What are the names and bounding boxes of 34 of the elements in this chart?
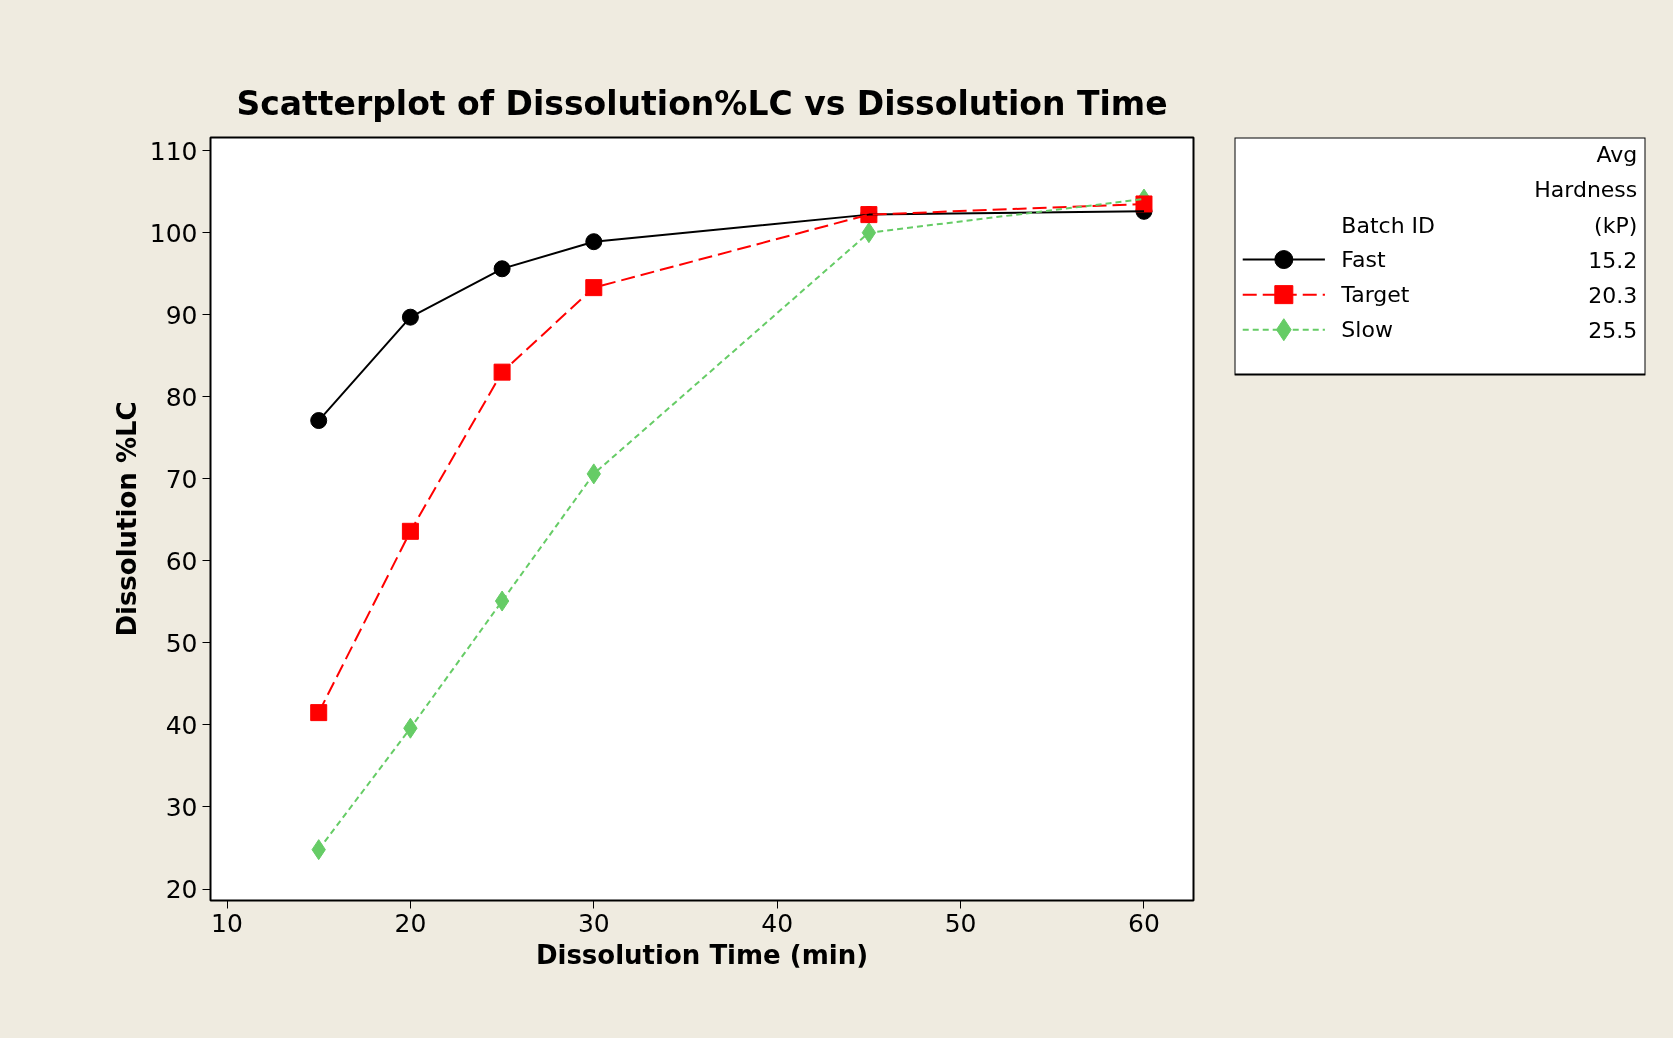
x-tick-label: 40 xyxy=(761,908,794,938)
legend-label: Target xyxy=(1340,282,1410,308)
y-tick-label: 80 xyxy=(165,382,198,412)
y-tick-label: 40 xyxy=(165,710,198,740)
x-tick-label: 60 xyxy=(1128,908,1160,938)
legend-title: Batch ID xyxy=(1341,212,1436,238)
y-tick-label: 60 xyxy=(165,546,198,576)
x-axis-title: Dissolution Time (min) xyxy=(535,939,869,970)
text: 15.2 xyxy=(1588,247,1638,273)
x-tick-label: 20 xyxy=(394,908,427,938)
point xyxy=(585,279,603,297)
y-tick-label: 100 xyxy=(149,218,198,248)
point xyxy=(310,412,328,430)
y-axis-title: Dissolution %LC xyxy=(111,401,142,637)
y-tick-label: 110 xyxy=(149,136,198,166)
y-tick-label: 20 xyxy=(165,875,198,905)
y-tick-label: 90 xyxy=(165,300,198,330)
y-tick-label: 30 xyxy=(165,792,198,822)
text: 20.3 xyxy=(1588,282,1638,308)
chart-title: Scatterplot of Dissolution%LC vs Dissolution Time xyxy=(236,83,1168,123)
x-tick-label: 30 xyxy=(577,908,610,938)
x-tick-label: 10 xyxy=(211,908,243,938)
point xyxy=(401,522,419,540)
legend-label: Fast xyxy=(1341,247,1386,273)
text: 25.5 xyxy=(1588,317,1638,343)
text: Avg Hardness (kP) xyxy=(1534,141,1638,238)
point xyxy=(861,222,877,244)
y-tick-label: 50 xyxy=(165,628,198,658)
point xyxy=(494,590,510,612)
point xyxy=(493,363,511,381)
y-tick-label: 70 xyxy=(165,464,198,494)
legend-label: Slow xyxy=(1341,317,1393,343)
point xyxy=(310,704,328,722)
x-tick-label: 50 xyxy=(944,908,977,938)
